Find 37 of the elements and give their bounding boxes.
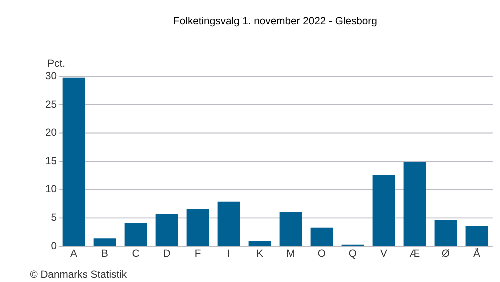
x-tick-label: O (318, 248, 326, 260)
bar (186, 209, 210, 246)
y-axis-title: Pct. (48, 59, 66, 70)
bar (248, 241, 272, 246)
bar (218, 202, 240, 246)
x-tick-label: Ø (442, 248, 450, 260)
bar (124, 223, 148, 246)
x-tick-label: V (380, 248, 388, 260)
y-tick-label: 20 (46, 128, 58, 140)
y-tick-label: 10 (46, 184, 58, 196)
bar (404, 162, 426, 246)
y-tick-label: 5 (51, 213, 58, 224)
y-tick-label: 15 (46, 156, 58, 168)
bar (280, 212, 302, 246)
chart-title: Folketingsvalg 1. november 2022 - Glesborg (174, 16, 378, 28)
bar (156, 214, 178, 246)
bar (62, 78, 86, 246)
y-tick-label: 25 (46, 100, 58, 111)
bar (466, 226, 488, 246)
x-tick-label: B (102, 248, 109, 260)
x-tick-label: Æ (410, 248, 420, 260)
x-tick-label: I (228, 248, 230, 260)
x-tick-label: A (70, 248, 78, 260)
x-tick-label: K (256, 248, 264, 260)
bar (372, 175, 396, 246)
x-tick-label: F (194, 248, 202, 260)
bar (434, 220, 458, 246)
y-tick-label: 0 (51, 241, 58, 252)
x-tick-label: M (286, 248, 296, 260)
bar (94, 238, 116, 246)
text: © Danmarks Statistik (30, 270, 128, 282)
x-tick-label: Q (348, 248, 357, 260)
bar (310, 228, 334, 246)
y-tick-label: 30 (46, 71, 58, 82)
x-tick-label: Å (473, 246, 480, 260)
x-tick-label: D (163, 248, 171, 260)
x-tick-label: C (132, 248, 140, 260)
